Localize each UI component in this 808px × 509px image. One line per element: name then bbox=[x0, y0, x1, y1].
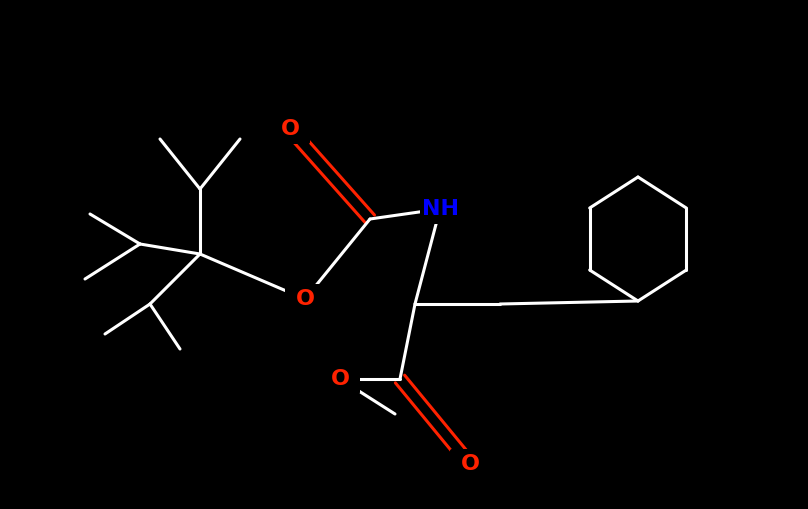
Text: O: O bbox=[280, 119, 300, 139]
Text: O: O bbox=[461, 454, 479, 474]
Text: NH: NH bbox=[422, 199, 458, 219]
FancyBboxPatch shape bbox=[270, 114, 310, 144]
FancyBboxPatch shape bbox=[450, 449, 490, 479]
FancyBboxPatch shape bbox=[420, 194, 460, 224]
Text: O: O bbox=[296, 289, 314, 309]
Text: O: O bbox=[330, 369, 350, 389]
FancyBboxPatch shape bbox=[320, 364, 360, 394]
FancyBboxPatch shape bbox=[285, 284, 325, 314]
